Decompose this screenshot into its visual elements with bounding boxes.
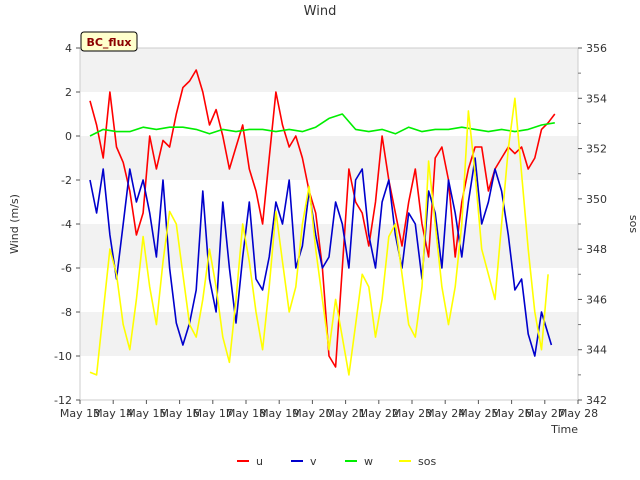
x-tick-label: May 25 [458,407,498,420]
x-tick-label: May 19 [259,407,299,420]
y-left-tick-label: -8 [61,306,72,319]
x-tick-label: May 26 [491,407,531,420]
x-axis-label: Time [550,423,578,436]
y-right-tick-label: 350 [586,193,607,206]
x-tick-label: May 21 [325,407,365,420]
legend-label-w: w [364,455,373,468]
grid-band [80,48,578,92]
axes: 4 2 0 -2 -4 -6 -8 -10 -12 356 354 352 350 348 346 344 34… [54,42,607,420]
station-label-text: BC_flux [86,36,131,49]
x-tick-label: May 22 [359,407,399,420]
y-right-tick-label: 352 [586,143,607,156]
legend-label-v: v [310,455,317,468]
x-tick-label: May 15 [126,407,166,420]
x-tick-label: May 17 [193,407,233,420]
y-right-tick-label: 348 [586,243,607,256]
legend-label-sos: sos [418,455,436,468]
y-left-tick-label: -4 [61,218,72,231]
series-line-v [89,157,553,357]
x-tick-label: May 18 [226,407,266,420]
grid-bands [80,48,578,356]
x-tick-label: May 28 [558,407,598,420]
x-tick-label: May 24 [425,407,465,420]
chart-title: Wind [304,4,337,19]
y-left-tick-label: -2 [61,174,72,187]
station-label: BC_flux [80,31,138,52]
series-lines [89,69,556,376]
y-left-tick-label: 2 [65,86,72,99]
y-right-tick-label: 356 [586,42,607,55]
y-right-tick-label: 344 [586,344,607,357]
y-left-tick-label: -10 [54,350,72,363]
y-left-tick-label: -6 [61,262,72,275]
x-tick-label: May 27 [525,407,565,420]
x-tick-label: May 16 [159,407,199,420]
y-left-tick-label: 4 [65,42,72,55]
series-line-w [89,113,555,137]
legend: u v w sos [237,455,436,468]
y-right-tick-label: 354 [586,92,607,105]
y-right-tick-label: 342 [586,394,607,407]
legend-label-u: u [256,455,263,468]
x-tick-label: May 23 [392,407,432,420]
y-left-tick-label: 0 [65,130,72,143]
x-tick-label: May 20 [292,407,332,420]
series-line-sos [89,97,549,376]
y-right-tick-label: 346 [586,293,607,306]
x-tick-label: May 13 [60,407,100,420]
y-left-tick-label: -12 [54,394,72,407]
y-axis-left-label: Wind (m/s) [8,194,21,254]
x-tick-label: May 14 [93,407,133,420]
y-axis-right-label: sos [627,215,640,233]
